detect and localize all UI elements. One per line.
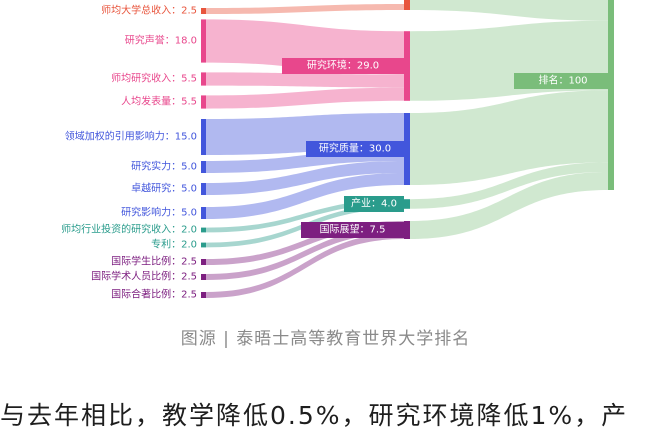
sankey-link-research_income-to-research_environment [206, 72, 404, 88]
article-paragraph: 与去年相比，教学降低0.5%，研究环境降低1%，产 [0, 401, 629, 430]
sankey-chart: 师均大学总收入：2.5 研究声誉：18.0 师均研究收入：5.5 人均发表量：5.5 领… [61, 0, 614, 301]
sankey-link-teaching-to-rank [410, 0, 608, 21]
sankey-node-label-box-rank: 排名：100 [514, 73, 612, 89]
sankey-node-label-income_per_staff: 师均大学总收入：2.5 [101, 4, 197, 17]
sankey-node-label-industry_income: 师均行业投资的研究收入：2.0 [61, 223, 197, 236]
sankey-node-bar-reputation [201, 19, 206, 63]
sankey-node-label-reputation: 研究声誉：18.0 [125, 34, 197, 47]
sankey-node-bar-patents [201, 242, 206, 248]
sankey-label-box-bg [301, 222, 404, 238]
sankey-label-box-bg [514, 73, 612, 89]
sankey-label-box-bg [306, 141, 404, 157]
sankey-node-bar-productivity [201, 95, 206, 109]
sankey-links [206, 0, 608, 298]
sankey-node-label-research_quality: 研究质量：30.0 [319, 142, 391, 155]
sankey-node-bar-international_outlook [404, 221, 410, 239]
sankey-node-label-box-research_environment: 研究环境：29.0 [282, 58, 404, 74]
sankey-node-bar-research_strength [201, 161, 206, 173]
sankey-link-intl_coauthor-to-international_outlook [206, 233, 404, 298]
sankey-node-bar-research_excellence [201, 183, 206, 195]
sankey-node-bar-research_quality [404, 113, 410, 185]
sankey-node-label-patents: 专利：2.0 [151, 238, 197, 251]
sankey-node-label-industry: 产业：4.0 [351, 197, 397, 210]
sankey-link-research_quality-to-rank [410, 90, 608, 185]
sankey-node-bar-income_per_staff [201, 8, 206, 14]
sankey-node-bar-research_influence [201, 207, 206, 219]
sankey-node-bar-intl_students [201, 259, 206, 265]
sankey-label-box-bg [282, 58, 404, 74]
sankey-node-label-box-research_quality: 研究质量：30.0 [306, 141, 404, 157]
sankey-node-label-intl_staff: 国际学术人员比例：2.5 [91, 270, 197, 283]
sankey-link-income_per_staff-to-teaching [206, 4, 404, 14]
sankey-node-bar-rank [608, 0, 614, 190]
sankey-labels: 师均大学总收入：2.5 研究声誉：18.0 师均研究收入：5.5 人均发表量：5.5 领… [61, 4, 612, 301]
sankey-node-bar-research_environment [404, 31, 410, 101]
sankey-node-bar-industry [404, 199, 410, 209]
sankey-node-label-research_strength: 研究实力：5.0 [131, 160, 197, 173]
sankey-link-intl_staff-to-international_outlook [206, 227, 404, 280]
sankey-node-bar-fwci [201, 119, 206, 155]
sankey-node-label-box-international_outlook: 国际展望：7.5 [301, 222, 404, 238]
sankey-node-label-intl_students: 国际学生比例：2.5 [111, 255, 197, 268]
sankey-node-label-research_influence: 研究影响力：5.0 [121, 206, 197, 219]
sankey-link-industry_income-to-industry [206, 199, 404, 233]
sankey-link-productivity-to-research_environment [206, 87, 404, 109]
image-caption: 图源 | 泰晤士高等教育世界大学排名 [180, 329, 471, 349]
sankey-node-label-fwci: 领域加权的引用影响力：15.0 [65, 130, 197, 143]
sankey-link-international_outlook-to-rank [410, 172, 608, 239]
sankey-node-bar-industry_income [201, 227, 206, 233]
sankey-node-label-research_environment: 研究环境：29.0 [307, 59, 379, 72]
sankey-node-label-research_income: 师均研究收入：5.5 [111, 72, 197, 85]
sankey-node-label-research_excellence: 卓越研究：5.0 [131, 182, 197, 195]
sankey-node-bar-teaching [404, 0, 410, 11]
sankey-node-bar-intl_staff [201, 274, 206, 280]
sankey-link-intl_students-to-international_outlook [206, 221, 404, 265]
sankey-node-label-box-industry: 产业：4.0 [344, 196, 404, 212]
sankey-node-label-intl_coauthor: 国际合著比例：2.5 [111, 288, 197, 301]
sankey-node-label-international_outlook: 国际展望：7.5 [320, 223, 386, 236]
sankey-nodes [201, 0, 614, 298]
sankey-link-research_excellence-to-research_quality [206, 161, 404, 195]
sankey-link-industry-to-rank [410, 162, 608, 209]
sankey-node-bar-intl_coauthor [201, 292, 206, 298]
sankey-link-research_influence-to-research_quality [206, 173, 404, 219]
sankey-node-label-productivity: 人均发表量：5.5 [121, 95, 197, 108]
sankey-node-bar-research_income [201, 72, 206, 86]
sankey-label-box-bg [344, 196, 404, 212]
sankey-node-label-rank: 排名：100 [538, 74, 587, 87]
